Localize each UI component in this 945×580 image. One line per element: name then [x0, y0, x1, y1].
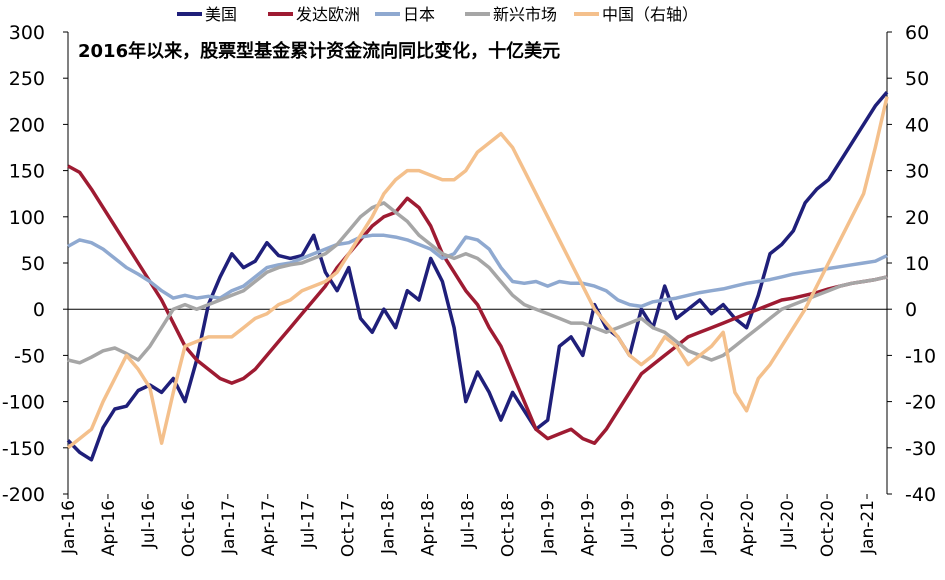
y-left-tick-label: 0 [33, 299, 45, 321]
x-tick-label: Jan-18 [379, 500, 399, 555]
y-right-tick-label: 0 [905, 299, 917, 321]
legend: 美国 发达欧洲 日本 新兴市场 中国（右轴） [177, 5, 698, 24]
y-right-tick-label: -10 [905, 345, 936, 367]
series-line-4 [66, 96, 889, 450]
chart-title: 2016年以来，股票型基金累计资金流向同比变化，十亿美元 [78, 40, 560, 62]
y-left-tick-label: 100 [9, 207, 45, 229]
x-tick-label: Jul-19 [618, 500, 638, 549]
x-tick-label: Jul-20 [778, 500, 798, 549]
series-line-2 [67, 233, 888, 309]
legend-label: 美国 [205, 5, 237, 24]
x-tick-label: Oct-16 [179, 500, 199, 557]
x-tick-label: Jul-16 [139, 500, 159, 549]
y-left-tick-label: -200 [2, 484, 45, 506]
x-tick-label: Jan-19 [538, 500, 558, 555]
y-right-tick-label: 20 [905, 207, 929, 229]
y-axis-right: 60 50 40 30 20 10 0 -10 -20 -30 -40 [887, 22, 936, 506]
x-tick-label: Jan-17 [219, 500, 239, 555]
x-tick-label: Oct-17 [339, 500, 359, 557]
y-right-tick-label: -30 [905, 438, 936, 460]
y-left-tick-label: 250 [9, 68, 45, 90]
x-tick-label: Apr-17 [259, 500, 279, 556]
x-tick-label: Jan-21 [858, 500, 878, 555]
y-axis-left: 300 250 200 150 100 50 0 -50 -100 -150 -200 [2, 22, 68, 506]
y-right-tick-label: 50 [905, 68, 929, 90]
x-tick-label: Apr-20 [738, 500, 758, 556]
y-left-tick-label: 50 [21, 253, 45, 275]
series-line-3 [67, 201, 888, 365]
x-tick-label: Oct-20 [818, 500, 838, 557]
series-line-0 [66, 90, 889, 462]
y-left-tick-label: -50 [14, 345, 45, 367]
axes [67, 32, 888, 494]
y-right-tick-label: -20 [905, 392, 936, 414]
x-tick-label: Apr-18 [419, 500, 439, 556]
x-tick-label: Jan-16 [59, 500, 79, 555]
x-tick-label: Oct-19 [658, 500, 678, 557]
x-axis: Jan-16 Apr-16 Jul-16 Oct-16 Jan-17 Apr-17 Jul-… [59, 494, 878, 557]
y-right-tick-label: 10 [905, 253, 929, 275]
x-tick-label: Apr-19 [578, 500, 598, 556]
y-left-tick-label: 300 [9, 22, 45, 44]
legend-label: 中国（右轴） [602, 5, 698, 24]
x-tick-label: Jan-20 [698, 500, 718, 555]
x-tick-label: Oct-18 [498, 500, 518, 557]
x-tick-label: Jul-18 [459, 500, 479, 549]
y-left-tick-label: -100 [2, 392, 45, 414]
legend-label: 发达欧洲 [296, 5, 360, 24]
legend-label: 日本 [403, 5, 435, 24]
series-line-1 [67, 164, 888, 445]
x-tick-label: Apr-16 [99, 500, 119, 556]
y-left-tick-label: -150 [2, 438, 45, 460]
legend-label: 新兴市场 [493, 5, 557, 24]
x-tick-label: Jul-17 [299, 500, 319, 549]
y-right-tick-label: 30 [905, 161, 929, 183]
y-left-tick-label: 200 [9, 114, 45, 136]
y-right-tick-label: 40 [905, 114, 929, 136]
y-left-tick-label: 150 [9, 161, 45, 183]
series-group [66, 90, 889, 462]
y-right-tick-label: -40 [905, 484, 936, 506]
y-right-tick-label: 60 [905, 22, 929, 44]
